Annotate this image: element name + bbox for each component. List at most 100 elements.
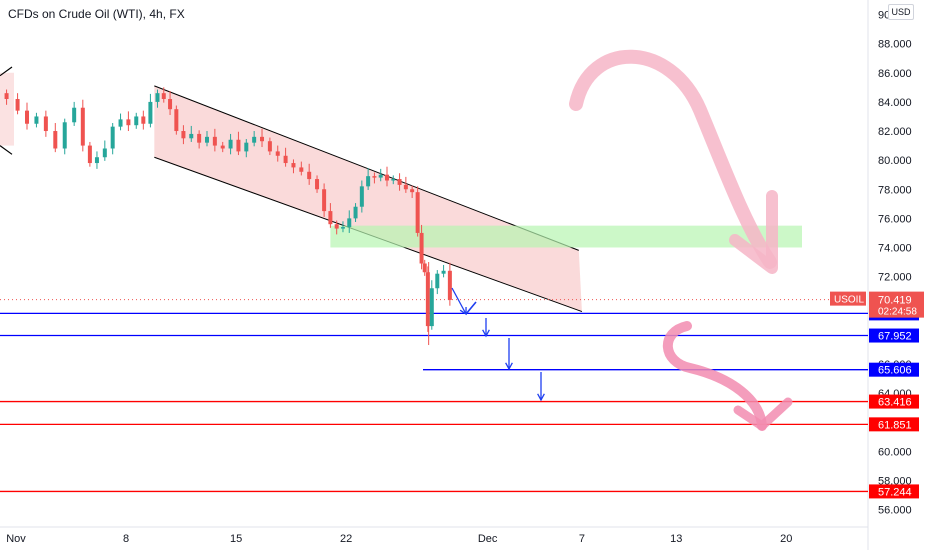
forecast-arrow-1 <box>451 287 467 315</box>
x-tick-label: 20 <box>780 533 792 545</box>
x-tick-label: Nov <box>6 533 26 545</box>
candle-body <box>72 107 77 123</box>
countdown-label: 02:24:58 <box>878 307 917 318</box>
candle-body <box>134 116 139 126</box>
candle-body <box>384 174 389 181</box>
x-tick-label: Dec <box>478 533 498 545</box>
level-badge <box>869 394 919 409</box>
candle-body <box>372 176 377 178</box>
candle-body <box>34 116 39 124</box>
candle-body <box>53 131 58 149</box>
candle-body <box>378 174 383 178</box>
candle-body <box>425 272 430 327</box>
candle-body <box>87 145 92 164</box>
candle-body <box>244 142 249 152</box>
level-badge-label: 61.851 <box>878 419 912 431</box>
candle-body <box>397 179 402 185</box>
y-tick-label: 80.000 <box>878 155 912 167</box>
candle-body <box>353 206 358 219</box>
candle-body <box>94 157 99 164</box>
x-tick-label: 7 <box>579 533 585 545</box>
candle-body <box>275 151 280 156</box>
candle-body <box>126 119 131 126</box>
candle-body <box>212 136 217 146</box>
candle-body <box>366 176 371 187</box>
y-tick-label: 58.000 <box>878 475 912 487</box>
left-channel-bottom <box>0 145 13 155</box>
candle-body <box>347 218 352 228</box>
candle-body <box>359 186 364 207</box>
candle-body <box>43 116 48 132</box>
candle-body <box>340 227 345 229</box>
pink-arrow-1-head <box>729 190 778 274</box>
candle-body <box>15 98 20 111</box>
channel-fill <box>154 85 582 312</box>
candle-body <box>260 136 265 142</box>
level-badge <box>869 362 919 377</box>
level-badge-label: 67.952 <box>878 331 912 343</box>
candle-body <box>181 131 186 139</box>
step-arrow-3-head <box>537 393 545 402</box>
pink-arrow-2-head <box>733 397 793 431</box>
level-badge-label: 57.244 <box>878 486 912 498</box>
candle-body <box>174 109 179 132</box>
candle-body <box>283 155 288 164</box>
candle-body <box>267 141 272 152</box>
candle-body <box>189 133 194 139</box>
candle-body <box>155 93 160 102</box>
y-tick-label: 86.000 <box>878 68 912 80</box>
level-badge <box>869 328 919 343</box>
x-tick-label: 13 <box>670 533 682 545</box>
x-tick-label: 8 <box>123 533 129 545</box>
forecast-arrow-1-tail <box>465 301 477 315</box>
candle-body <box>447 270 452 300</box>
step-arrow-1-head <box>482 329 490 338</box>
y-tick-label: 74.000 <box>878 242 912 254</box>
y-tick-label: 88.000 <box>878 39 912 51</box>
candle-body <box>110 126 115 149</box>
candle-body <box>299 167 304 172</box>
x-tick-label: 15 <box>230 533 242 545</box>
y-tick-label: 82.000 <box>878 126 912 138</box>
candle-body <box>204 136 209 143</box>
candle-body <box>415 192 420 233</box>
candle-body <box>220 145 225 149</box>
symbol-tag <box>830 291 866 306</box>
candle-body <box>161 93 166 99</box>
candle-body <box>228 139 233 149</box>
currency-button[interactable]: USD <box>888 4 914 20</box>
candle-body <box>328 211 333 225</box>
candle-body <box>102 148 107 158</box>
candle-body <box>410 189 415 193</box>
candle-body <box>441 270 446 274</box>
candle-body <box>80 107 85 146</box>
candle-body <box>403 184 408 190</box>
y-tick-label: 72.000 <box>878 272 912 284</box>
left-channel-fill <box>0 72 14 146</box>
candle-body <box>4 93 9 99</box>
candle-body <box>307 171 312 180</box>
chart-title: CFDs on Crude Oil (WTI), 4h, FX <box>8 7 185 21</box>
candle-body <box>322 189 327 212</box>
supply-zone <box>330 225 802 248</box>
current-price-badge <box>869 291 924 318</box>
pink-arrow-1 <box>569 49 777 269</box>
pink-arrow-2 <box>662 321 767 431</box>
y-tick-label: 76.000 <box>878 213 912 225</box>
y-tick-label: 84.000 <box>878 97 912 109</box>
channel-upper-line <box>154 85 579 251</box>
candle-body <box>62 122 67 149</box>
candle-body <box>197 133 202 143</box>
candle-body <box>315 179 320 190</box>
candle-body <box>148 101 153 124</box>
candle-body <box>291 163 296 168</box>
step-arrow-2-head <box>505 362 513 371</box>
level-badge <box>869 484 919 499</box>
current-price-label: 70.419 <box>878 295 912 307</box>
candle-body <box>25 110 30 124</box>
left-channel-top <box>0 66 13 77</box>
candle-body <box>141 116 146 124</box>
